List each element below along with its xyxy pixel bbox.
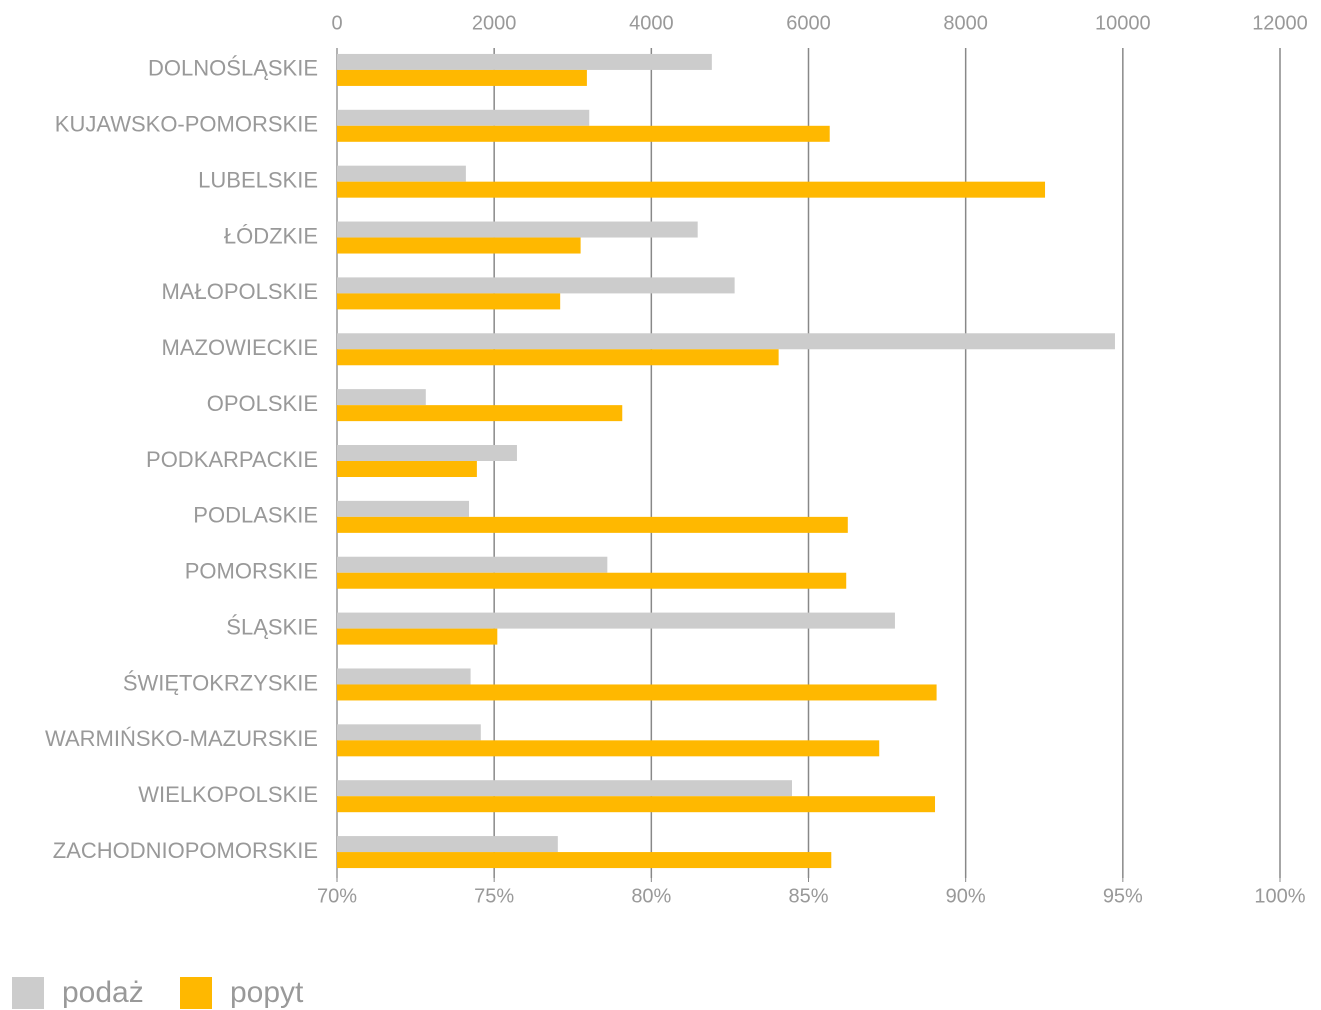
bar bbox=[337, 181, 1046, 198]
bar bbox=[337, 572, 847, 589]
category-label: PODKARPACKIE bbox=[146, 447, 318, 472]
x2-tick-label: 85% bbox=[788, 885, 828, 907]
category-label: DOLNOŚLĄSKIE bbox=[148, 56, 318, 81]
category-label: LUBELSKIE bbox=[198, 167, 318, 192]
bar bbox=[337, 516, 848, 533]
bar bbox=[337, 293, 561, 310]
category-label: WIELKOPOLSKIE bbox=[138, 782, 318, 807]
x2-tick-label: 80% bbox=[631, 885, 671, 907]
bar bbox=[337, 69, 587, 86]
bar bbox=[337, 53, 712, 70]
category-label: ŁÓDZKIE bbox=[224, 223, 318, 248]
x2-tick-label: 75% bbox=[474, 885, 514, 907]
bar bbox=[337, 237, 581, 254]
bar bbox=[337, 405, 623, 422]
x-tick-label: 2000 bbox=[472, 12, 517, 34]
legend-label: popyt bbox=[230, 976, 304, 1009]
x-tick-label: 12000 bbox=[1252, 12, 1308, 34]
category-label: OPOLSKIE bbox=[207, 391, 318, 416]
bar bbox=[337, 684, 937, 701]
category-label: POMORSKIE bbox=[185, 559, 318, 584]
bar bbox=[337, 500, 470, 517]
bar bbox=[337, 333, 1115, 350]
category-label: ŚLĄSKIE bbox=[226, 614, 318, 639]
bar bbox=[337, 628, 498, 645]
bar bbox=[337, 612, 895, 629]
bar bbox=[337, 389, 426, 406]
x-tick-label: 6000 bbox=[786, 12, 831, 34]
x2-tick-label: 70% bbox=[317, 885, 357, 907]
x-tick-label: 0 bbox=[331, 12, 342, 34]
x2-tick-label: 95% bbox=[1103, 885, 1143, 907]
category-label: KUJAWSKO-POMORSKIE bbox=[55, 112, 318, 137]
bar bbox=[337, 125, 830, 142]
bar bbox=[337, 165, 466, 182]
category-label: MAZOWIECKIE bbox=[162, 335, 318, 360]
category-label: WARMIŃSKO-MAZURSKIE bbox=[45, 726, 318, 751]
bar bbox=[337, 221, 698, 238]
category-label: PODLASKIE bbox=[193, 503, 318, 528]
x2-tick-label: 90% bbox=[946, 885, 986, 907]
bar bbox=[337, 668, 471, 685]
bar bbox=[337, 277, 735, 294]
category-label: ŚWIĘTOKRZYSKIE bbox=[123, 670, 318, 695]
bar bbox=[337, 556, 608, 573]
bar bbox=[337, 445, 517, 461]
bar bbox=[337, 349, 779, 366]
bar bbox=[337, 836, 558, 853]
legend-label: podaż bbox=[62, 976, 144, 1009]
x-tick-label: 4000 bbox=[629, 12, 674, 34]
bar bbox=[337, 740, 880, 757]
legend-swatch bbox=[180, 977, 212, 1009]
bar bbox=[337, 852, 832, 869]
bar bbox=[337, 724, 481, 741]
bar bbox=[337, 109, 590, 126]
x2-tick-label: 100% bbox=[1254, 885, 1305, 907]
category-label: ZACHODNIOPOMORSKIE bbox=[53, 838, 318, 863]
bar bbox=[337, 796, 936, 813]
x-tick-label: 10000 bbox=[1095, 12, 1151, 34]
x-tick-label: 8000 bbox=[943, 12, 988, 34]
bar bbox=[337, 780, 792, 797]
bar bbox=[337, 461, 477, 477]
category-label: MAŁOPOLSKIE bbox=[161, 279, 318, 304]
legend-swatch bbox=[12, 977, 44, 1009]
